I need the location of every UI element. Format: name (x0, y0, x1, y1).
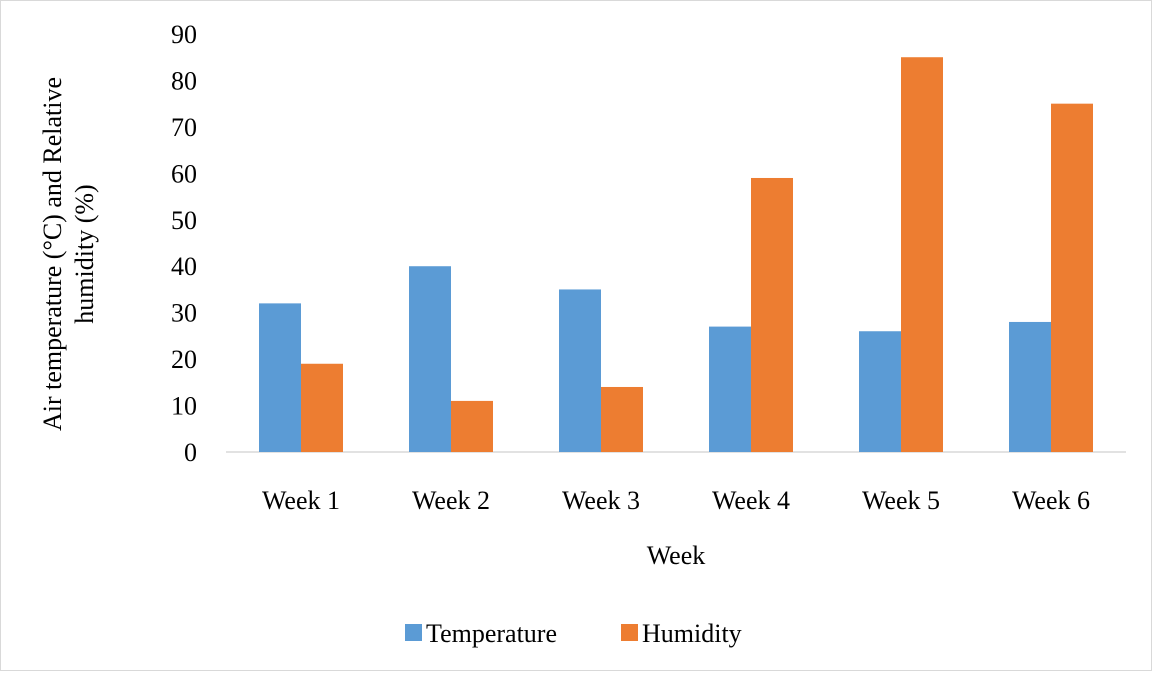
bars (259, 57, 1093, 453)
y-tick-label-10: 10 (171, 392, 197, 421)
y-tick-label-0: 0 (184, 438, 197, 467)
y-tick-label-60: 60 (171, 159, 197, 188)
x-tick-label-week-4: Week 4 (712, 486, 790, 515)
legend-label-humidity: Humidity (642, 619, 742, 648)
bar-temperature-week-5 (859, 331, 901, 452)
y-tick-label-20: 20 (171, 345, 197, 374)
bar-temperature-week-4 (709, 326, 751, 452)
y-tick-label-40: 40 (171, 252, 197, 281)
bar-humidity-week-5 (901, 57, 943, 452)
y-tick-label-90: 90 (171, 20, 197, 49)
bar-humidity-week-6 (1051, 103, 1093, 453)
bar-humidity-week-1 (301, 363, 343, 452)
y-tick-label-80: 80 (171, 66, 197, 95)
x-tick-label-week-5: Week 5 (862, 486, 940, 515)
legend-swatch-humidity (621, 624, 638, 641)
x-tick-label-week-3: Week 3 (562, 486, 640, 515)
bar-temperature-week-2 (409, 266, 451, 452)
y-axis-ticks: 0 10 20 30 40 50 60 70 80 90 (171, 20, 197, 467)
x-tick-label-week-1: Week 1 (262, 486, 340, 515)
x-tick-label-week-2: Week 2 (412, 486, 490, 515)
y-axis-label-line-1: Air temperature (°C) and Relative (38, 77, 67, 431)
legend: Temperature Humidity (405, 619, 742, 648)
bar-humidity-week-4 (751, 177, 793, 452)
legend-label-temperature: Temperature (426, 619, 557, 648)
bar-temperature-week-3 (559, 289, 601, 452)
bar-temperature-week-1 (259, 303, 301, 452)
x-tick-label-week-6: Week 6 (1012, 486, 1090, 515)
legend-swatch-temperature (405, 624, 422, 641)
x-axis-ticks: Week 1 Week 2 Week 3 Week 4 Week 5 Week 6 (262, 486, 1090, 515)
y-tick-label-30: 30 (171, 299, 197, 328)
bar-humidity-week-2 (451, 400, 493, 452)
x-axis-label: Week (647, 541, 706, 570)
bar-humidity-week-3 (601, 386, 643, 452)
y-axis-label-line-2: humidity (%) (70, 184, 99, 323)
y-tick-label-70: 70 (171, 113, 197, 142)
y-tick-label-50: 50 (171, 206, 197, 235)
bar-temperature-week-6 (1009, 321, 1051, 452)
